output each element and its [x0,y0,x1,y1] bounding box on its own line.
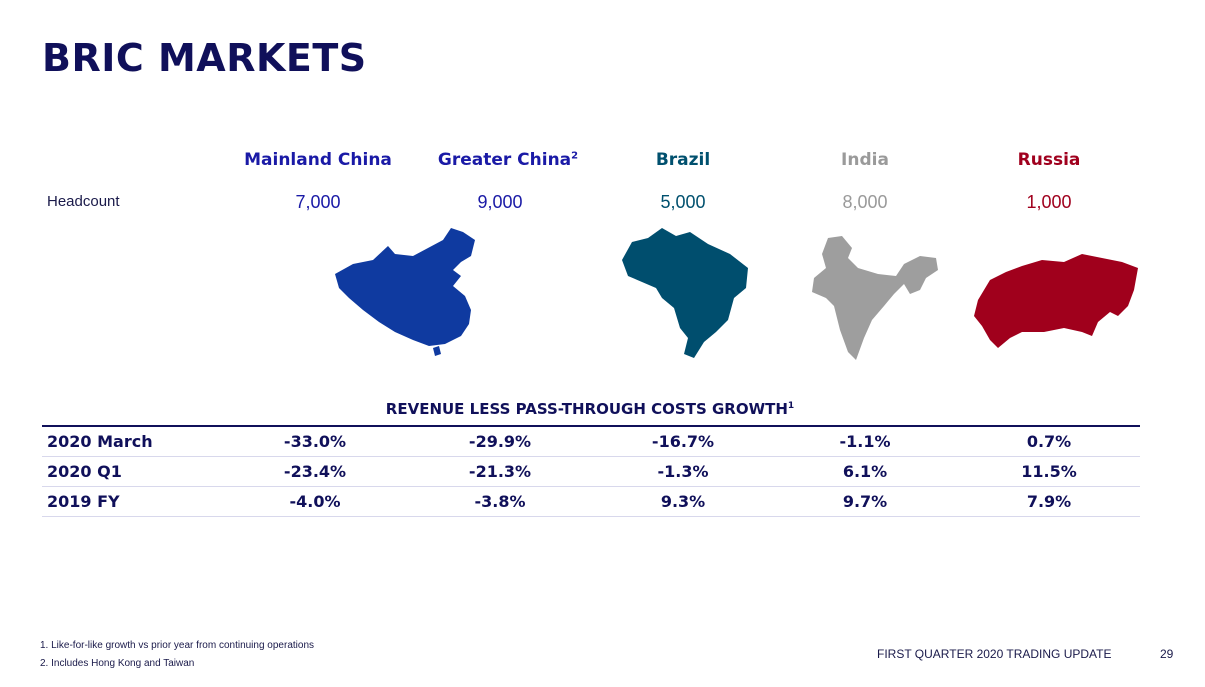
table-cell: -3.8% [474,492,526,511]
page-title: BRIC MARKETS [42,36,367,80]
footnote-marker: 2 [571,150,579,162]
brazil-map [622,228,748,358]
table-cell: -1.1% [839,432,891,451]
row-label-2019-fy: 2019 FY [47,492,120,511]
headcount-label: Headcount [47,193,120,210]
china-map [335,228,475,356]
russia-map [974,254,1138,348]
footnote-2: 2. Includes Hong Kong and Taiwan [40,658,195,669]
table-cell: -23.4% [283,462,347,481]
table-cell: -16.7% [651,432,715,451]
row-label-2020-q1: 2020 Q1 [47,462,122,481]
column-header-mainland-china: Mainland China [244,150,392,170]
table-cell: 9.3% [660,492,706,511]
headcount-india: 8,000 [842,192,888,212]
table-cell: -1.3% [657,462,709,481]
table-cell: 6.1% [842,462,888,481]
table-title-text: REVENUE LESS PASS-THROUGH COSTS GROWTH [385,400,788,418]
column-header-india: India [841,150,889,170]
row-label-2020-march: 2020 March [47,432,153,451]
table-cell: -29.9% [468,432,532,451]
column-header-greater-china: Greater China2 [438,150,578,170]
headcount-mainland-china: 7,000 [295,192,341,212]
row-divider [42,516,1140,517]
row-divider [42,486,1140,487]
table-cell: -21.3% [468,462,532,481]
table-cell: -33.0% [283,432,347,451]
table-cell: 0.7% [1026,432,1072,451]
footnote-marker: 1 [787,401,795,411]
row-divider [42,456,1140,457]
table-cell: 11.5% [1021,462,1077,481]
table-cell: 7.9% [1026,492,1072,511]
india-map [812,236,938,360]
footer-label: FIRST QUARTER 2020 TRADING UPDATE [877,647,1112,661]
column-name: Mainland China [244,150,392,170]
column-header-brazil: Brazil [655,150,711,170]
headcount-brazil: 5,000 [660,192,706,212]
table-top-rule [42,425,1140,427]
column-header-russia: Russia [1017,150,1081,170]
headcount-russia: 1,000 [1026,192,1072,212]
table-cell: 9.7% [842,492,888,511]
page-number: 29 [1160,647,1174,661]
column-name: Greater China [437,150,572,170]
table-title: REVENUE LESS PASS-THROUGH COSTS GROWTH1 [0,400,1180,418]
footnote-1: 1. Like-for-like growth vs prior year fr… [40,640,315,651]
headcount-greater-china: 9,000 [477,192,523,212]
table-cell: -4.0% [289,492,341,511]
